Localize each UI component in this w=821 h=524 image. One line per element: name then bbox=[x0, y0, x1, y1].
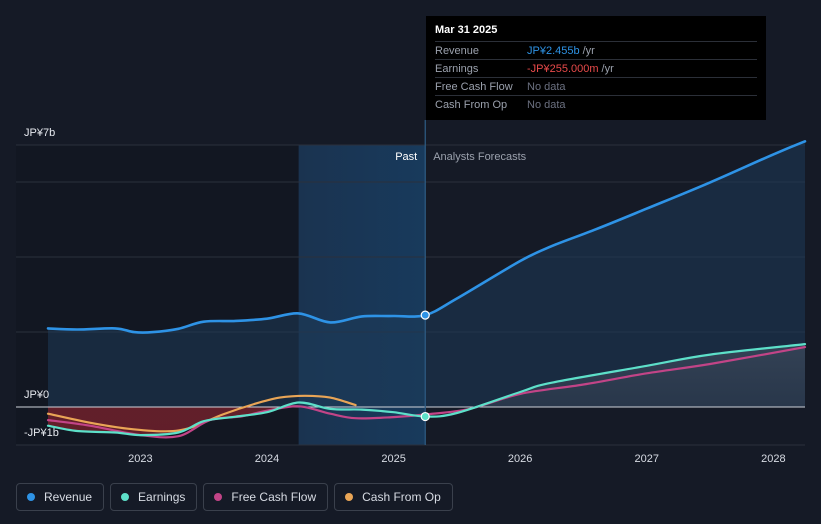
tooltip-value: JP¥2.455b bbox=[527, 44, 580, 57]
legend-item-free-cash-flow[interactable]: Free Cash Flow bbox=[203, 483, 329, 511]
x-tick-label: 2028 bbox=[761, 453, 785, 465]
tooltip-unit: /yr bbox=[582, 44, 595, 57]
tooltip-key: Earnings bbox=[435, 62, 479, 75]
x-tick-label: 2027 bbox=[635, 453, 659, 465]
forecast-label: Analysts Forecasts bbox=[433, 151, 526, 163]
x-tick-label: 2024 bbox=[255, 453, 279, 465]
tooltip-row-cash-from-op: Cash From Op No data bbox=[435, 95, 757, 113]
legend-label: Free Cash Flow bbox=[231, 490, 317, 504]
x-tick-label: 2026 bbox=[508, 453, 532, 465]
earnings-negative-area bbox=[48, 407, 299, 436]
legend-label: Revenue bbox=[44, 490, 93, 504]
legend-dot-icon bbox=[214, 493, 223, 501]
legend-dot-icon bbox=[27, 493, 35, 501]
tooltip-key: Free Cash Flow bbox=[435, 80, 513, 93]
tooltip-unit: /yr bbox=[601, 62, 614, 75]
tooltip-value: No data bbox=[527, 98, 566, 111]
series-line-earnings bbox=[46, 343, 807, 437]
legend-label: Earnings bbox=[138, 490, 186, 504]
tooltip-row-free-cash-flow: Free Cash Flow No data bbox=[435, 77, 757, 95]
past-label: Past bbox=[395, 151, 417, 163]
y-tick-label: JP¥7b bbox=[24, 127, 55, 139]
tooltip-row-revenue: Revenue JP¥2.455b/yr bbox=[435, 41, 757, 59]
y-tick-label: -JP¥1b bbox=[24, 427, 59, 439]
earnings-marker bbox=[420, 411, 430, 422]
tooltip-key: Revenue bbox=[435, 44, 480, 57]
series-line-cash-from-op bbox=[46, 394, 357, 433]
tooltip-date: Mar 31 2025 bbox=[435, 24, 498, 36]
y-tick-label: JP¥0 bbox=[24, 389, 49, 401]
legend-item-earnings[interactable]: Earnings bbox=[110, 483, 198, 511]
series-line-free-cash-flow bbox=[46, 346, 807, 439]
legend: Revenue Earnings Free Cash Flow Cash Fro… bbox=[16, 483, 453, 511]
tooltip-value: No data bbox=[527, 80, 566, 93]
legend-label: Cash From Op bbox=[362, 490, 441, 504]
tooltip-value: -JP¥255.000m bbox=[527, 62, 599, 75]
series-line-revenue bbox=[46, 140, 807, 334]
tooltip-key: Cash From Op bbox=[435, 98, 508, 111]
financial-chart: Past Analysts Forecasts JP¥7b JP¥0 -JP¥1b 202… bbox=[16, 120, 807, 465]
x-tick-label: 2023 bbox=[128, 453, 152, 465]
legend-dot-icon bbox=[121, 493, 130, 501]
legend-dot-icon bbox=[345, 493, 354, 501]
legend-item-cash-from-op[interactable]: Cash From Op bbox=[334, 483, 453, 511]
revenue-area bbox=[48, 141, 805, 408]
tooltip-row-earnings: Earnings -JP¥255.000m/yr bbox=[435, 59, 757, 77]
tooltip-panel: Mar 31 2025 Revenue JP¥2.455b/yr Earning… bbox=[426, 16, 766, 120]
x-tick-label: 2025 bbox=[381, 453, 405, 465]
revenue-marker bbox=[420, 310, 430, 320]
legend-item-revenue[interactable]: Revenue bbox=[16, 483, 105, 511]
